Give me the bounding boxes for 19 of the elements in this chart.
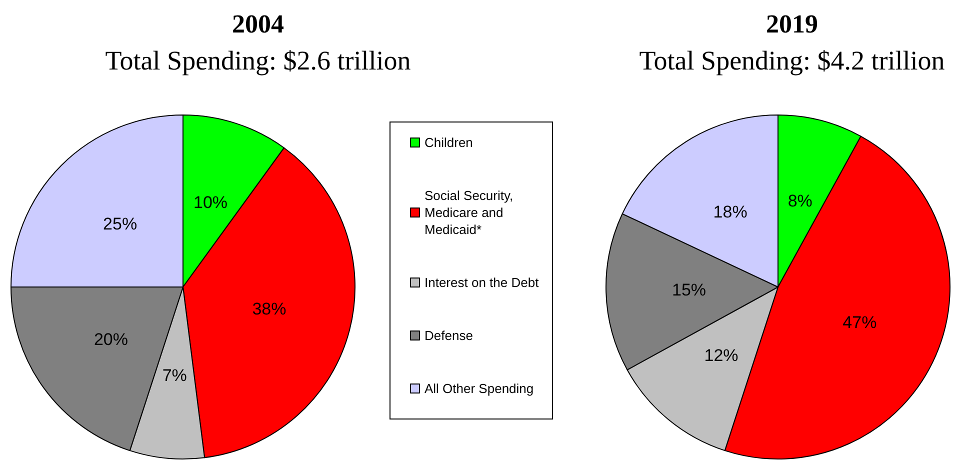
chart-subtitle: Total Spending: $2.6 trillion xyxy=(105,46,412,76)
data-label: 7% xyxy=(162,366,187,386)
legend-label: Social Security, Medicare and Medicaid* xyxy=(424,188,517,237)
chart-title: 2004 xyxy=(232,10,284,38)
data-label: 47% xyxy=(842,312,877,332)
legend-label: Interest on the Debt xyxy=(424,275,540,290)
data-label: 25% xyxy=(103,214,138,234)
legend-label: Children xyxy=(424,135,473,150)
legend-label: All Other Spending xyxy=(424,381,534,396)
chart-subtitle: Total Spending: $4.2 trillion xyxy=(639,46,946,76)
legend-label: Defense xyxy=(424,328,473,343)
data-label: 12% xyxy=(704,346,738,366)
data-label: 18% xyxy=(713,202,748,222)
data-label: 20% xyxy=(94,330,128,349)
data-label: 8% xyxy=(788,191,812,210)
data-label: 38% xyxy=(252,300,286,319)
chart-title: 2019 xyxy=(766,10,818,38)
data-label: 10% xyxy=(193,192,228,212)
data-label: 15% xyxy=(672,280,706,300)
